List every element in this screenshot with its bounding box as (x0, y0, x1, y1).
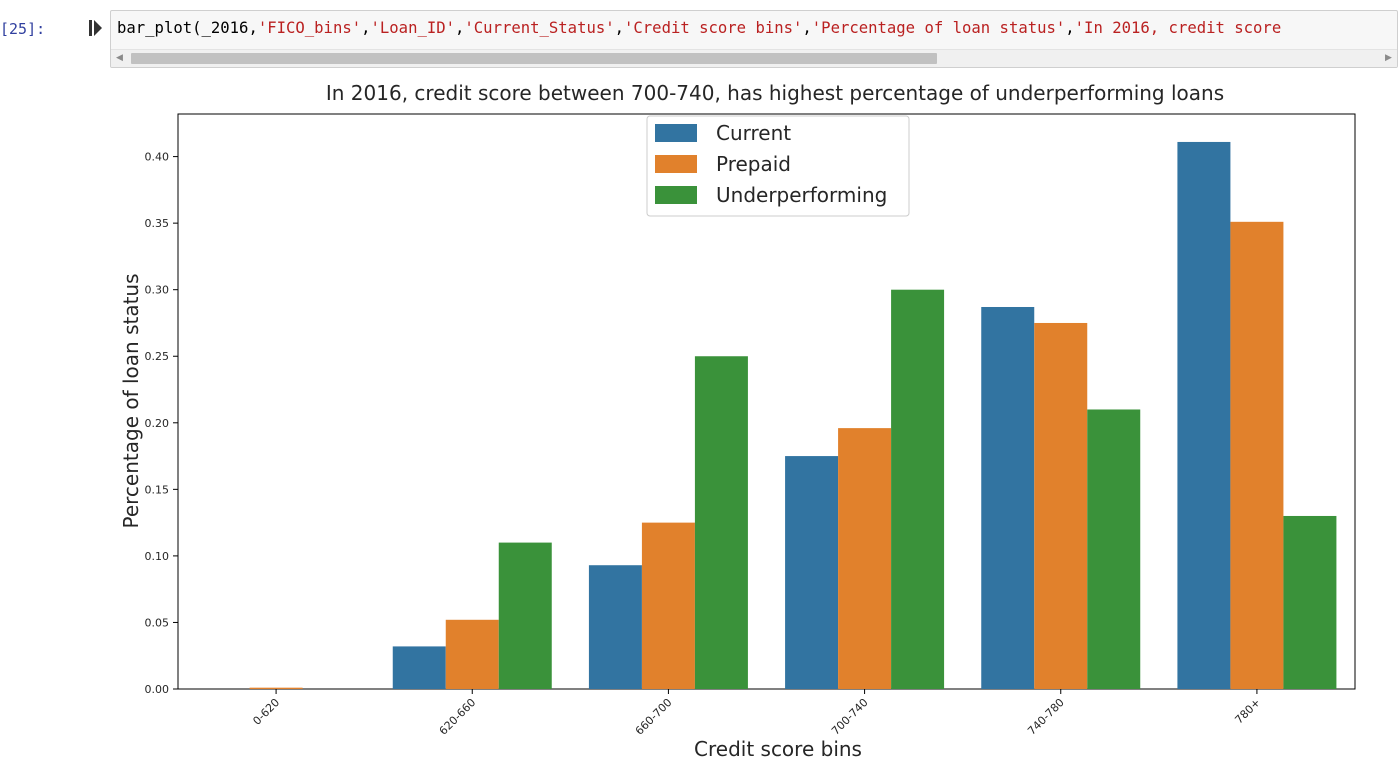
legend-swatch-current (655, 124, 697, 142)
plot-area (177, 113, 1356, 690)
bar-current-660-700 (588, 565, 642, 689)
y-tick-label: 0.00 (145, 683, 170, 696)
bar-chart: In 2016, credit score between 700-740, h… (119, 81, 1356, 761)
bar-current-620-660 (392, 646, 446, 689)
x-tick-label: 620-660 (437, 696, 479, 738)
legend: Current Prepaid Underperforming (646, 115, 910, 217)
code-arg-ylabel: 'Percentage of loan status' (811, 19, 1066, 37)
bar-current-740-780 (981, 306, 1035, 689)
y-tick-label: 0.25 (145, 350, 170, 363)
legend-label-prepaid: Prepaid (716, 152, 791, 176)
bar-underperforming-660-700 (694, 356, 748, 689)
bar-prepaid-0-620 (249, 687, 303, 689)
bar-underperforming-700-740 (891, 289, 945, 689)
bar-underperforming-620-660 (498, 542, 552, 689)
bar-underperforming-740-780 (1087, 409, 1141, 689)
code-function-call: bar_plot( (117, 19, 202, 37)
y-tick-label: 0.05 (145, 616, 170, 629)
x-tick-label: 700-740 (829, 696, 871, 738)
x-tick-label: 780+ (1232, 696, 1263, 727)
y-axis-label: Percentage of loan status (119, 273, 143, 528)
y-tick-label: 0.20 (145, 417, 170, 430)
code-arg-dataframe: _2016, (201, 19, 258, 37)
bar-prepaid-620-660 (445, 619, 499, 689)
execution-count: [25]: (0, 20, 46, 38)
x-tick-label: 0-620 (250, 696, 282, 728)
code-arg-xlabel: 'Credit score bins' (624, 19, 803, 37)
scroll-right-icon[interactable]: ▶ (1385, 53, 1392, 63)
legend-label-underperforming: Underperforming (716, 183, 887, 207)
legend-label-current: Current (716, 121, 791, 145)
legend-swatch-prepaid (655, 155, 697, 173)
bar-prepaid-700-740 (838, 428, 892, 689)
cell-prompt: [25]: (0, 16, 80, 42)
y-tick-label: 0.30 (145, 284, 170, 297)
run-cell-icon[interactable] (89, 19, 103, 37)
code-arg-bins: 'FICO_bins' (257, 19, 362, 37)
x-tick-label: 740-780 (1025, 696, 1067, 738)
horizontal-scrollbar[interactable]: ◀ ▶ (111, 49, 1397, 67)
bars-group (249, 141, 1337, 689)
scrollbar-thumb[interactable] (131, 53, 937, 64)
y-tick-label: 0.35 (145, 217, 170, 230)
bar-underperforming-780+ (1283, 515, 1337, 689)
legend-swatch-underperforming (655, 186, 697, 204)
cell-output-chart: In 2016, credit score between 700-740, h… (110, 72, 1400, 767)
x-axis-label: Credit score bins (694, 737, 862, 761)
y-axis: 0.00 0.05 0.10 0.15 0.20 0.25 0.30 0.35 0.40 (145, 151, 178, 696)
bar-prepaid-660-700 (641, 522, 695, 689)
scroll-left-icon[interactable]: ◀ (116, 53, 123, 63)
x-tick-label: 660-700 (633, 696, 675, 738)
legend-frame (646, 115, 910, 217)
y-tick-label: 0.15 (145, 483, 170, 496)
code-arg-id: 'Loan_ID' (370, 19, 456, 37)
code-line[interactable]: bar_plot(_2016,'FICO_bins','Loan_ID','Cu… (117, 19, 1282, 37)
bar-prepaid-740-780 (1034, 322, 1088, 689)
y-tick-label: 0.10 (145, 550, 170, 563)
bar-prepaid-780+ (1230, 221, 1284, 689)
bar-current-700-740 (785, 456, 839, 689)
code-arg-title: 'In 2016, credit score (1074, 19, 1282, 37)
bar-current-780+ (1177, 141, 1231, 689)
code-cell-input[interactable]: bar_plot(_2016,'FICO_bins','Loan_ID','Cu… (110, 10, 1398, 68)
y-tick-label: 0.40 (145, 151, 170, 164)
code-arg-status: 'Current_Status' (464, 19, 615, 37)
chart-title: In 2016, credit score between 700-740, h… (326, 81, 1224, 105)
x-axis: 0-620 620-660 660-700 700-740 740-780 780+ (250, 689, 1263, 738)
